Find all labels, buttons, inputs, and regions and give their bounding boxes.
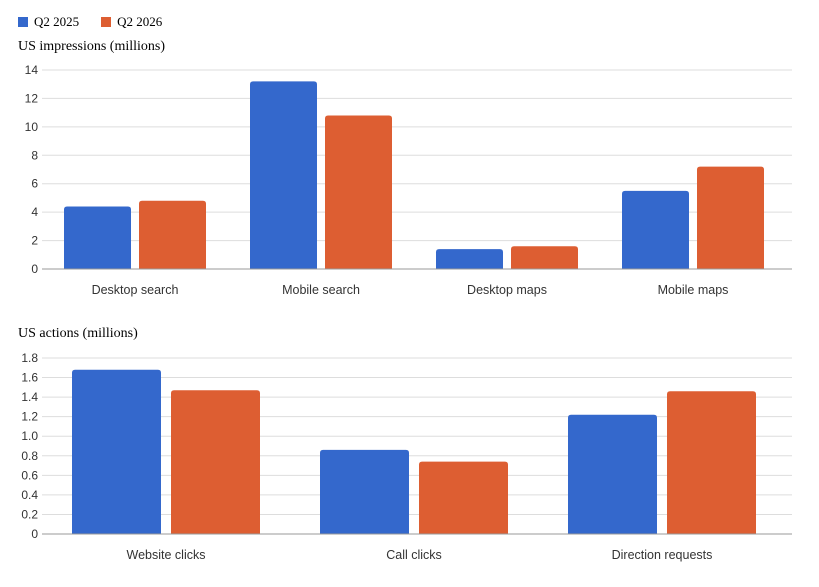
legend-item-q2-2025: Q2 2025: [18, 14, 79, 30]
bar-direction-requests-q2-2026: [667, 391, 756, 534]
bar-desktop-maps-q2-2026: [511, 246, 578, 269]
bar-desktop-maps-q2-2025: [436, 249, 503, 269]
y-tick-label: 0.6: [21, 468, 38, 482]
x-tick-label: Direction requests: [612, 548, 713, 562]
x-tick-label: Desktop search: [92, 283, 179, 297]
legend-swatch-q2-2025: [18, 17, 28, 27]
bar-mobile-maps-q2-2025: [622, 190, 689, 269]
legend: Q2 2025 Q2 2026: [18, 14, 162, 30]
x-tick-label: Mobile search: [282, 283, 360, 297]
bar-website-clicks-q2-2025: [72, 369, 161, 534]
y-tick-label: 14: [25, 63, 39, 77]
x-tick-label: Mobile maps: [658, 283, 729, 297]
legend-label-q2-2026: Q2 2026: [117, 14, 163, 29]
legend-item-q2-2026: Q2 2026: [101, 14, 162, 30]
bar-mobile-search-q2-2026: [325, 115, 392, 269]
impressions-bar-chart: 0 2 4 6 8 10 12 14 Desktop search Mobile search De…: [25, 63, 792, 297]
x-tick-label: Call clicks: [386, 548, 442, 562]
bar-desktop-search-q2-2025: [64, 206, 131, 269]
actions-bar-chart: 0 0.2 0.4 0.6 0.8 1.0 1.2 1.4 1.6 1.8 Website clic…: [21, 351, 792, 562]
impressions-chart-title: US impressions (millions): [18, 39, 166, 54]
y-tick-label: 8: [31, 148, 38, 162]
y-tick-label: 0.4: [21, 488, 38, 502]
bar-mobile-search-q2-2025: [250, 81, 317, 269]
y-tick-label: 1.2: [21, 410, 38, 424]
y-tick-label: 4: [31, 205, 38, 219]
legend-swatch-q2-2026: [101, 17, 112, 27]
y-tick-label: 1.6: [21, 371, 38, 385]
y-tick-label: 0.8: [21, 449, 38, 463]
bar-direction-requests-q2-2025: [568, 414, 657, 534]
bar-mobile-maps-q2-2026: [697, 166, 764, 269]
actions-chart-title: US actions (millions): [18, 326, 138, 341]
x-tick-label: Desktop maps: [467, 283, 547, 297]
y-tick-label: 12: [25, 91, 39, 105]
y-tick-label: 6: [31, 177, 38, 191]
y-tick-label: 0: [31, 262, 38, 276]
y-tick-label: 2: [31, 234, 38, 248]
x-tick-label: Website clicks: [127, 548, 206, 562]
y-tick-label: 1.4: [21, 390, 38, 404]
y-tick-label: 1.8: [21, 351, 38, 365]
y-tick-label: 1.0: [21, 429, 38, 443]
bar-call-clicks-q2-2026: [419, 461, 508, 534]
bar-desktop-search-q2-2026: [139, 200, 206, 269]
y-tick-label: 0: [31, 527, 38, 541]
bar-website-clicks-q2-2026: [171, 390, 260, 534]
y-tick-label: 0.2: [21, 507, 38, 521]
bar-call-clicks-q2-2025: [320, 449, 409, 534]
legend-label-q2-2025: Q2 2025: [34, 14, 80, 29]
y-tick-label: 10: [25, 120, 39, 134]
